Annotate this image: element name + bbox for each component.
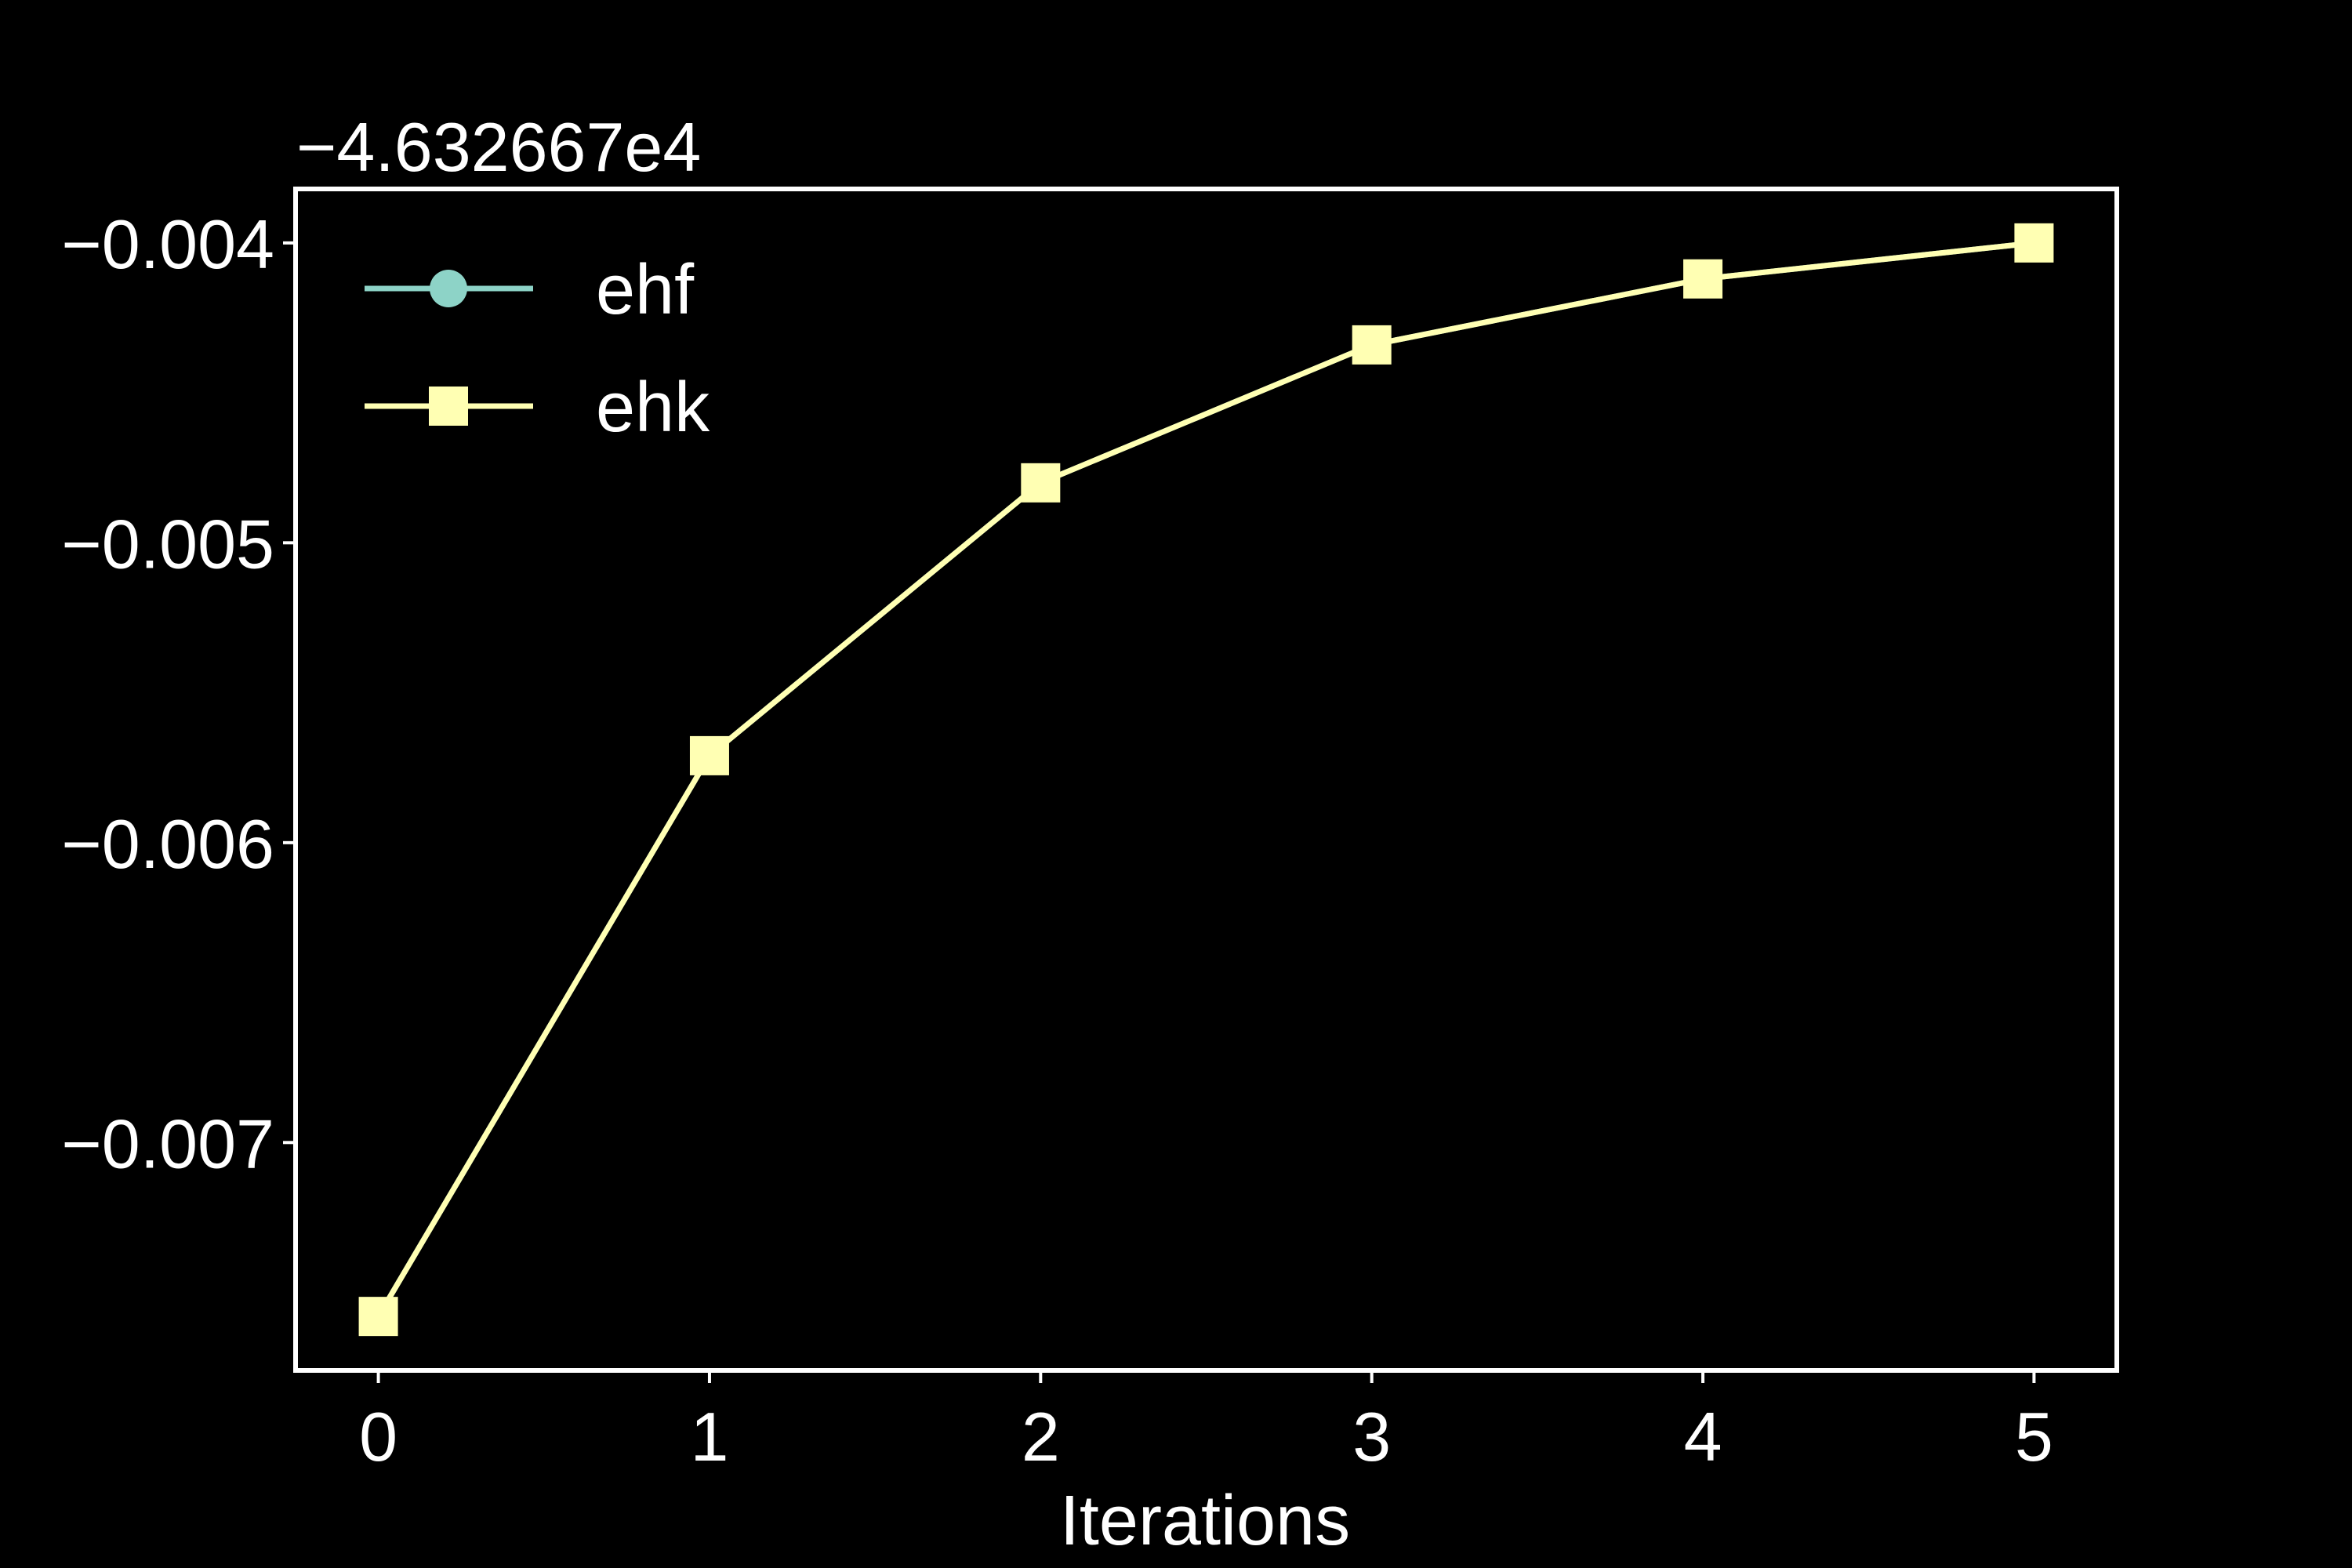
legend-marker-ehk bbox=[429, 387, 468, 426]
legend-label-ehk: ehk bbox=[596, 368, 710, 447]
x-tick-label: 0 bbox=[359, 1398, 397, 1475]
y-axis-ticks: −0.004 −0.005 −0.006 −0.007 bbox=[61, 205, 296, 1182]
x-tick-label: 1 bbox=[690, 1398, 728, 1475]
y-tick-label: −0.006 bbox=[61, 805, 274, 883]
series-layer bbox=[358, 223, 2054, 1337]
data-point-ehk bbox=[358, 1297, 398, 1337]
series-line-ehk bbox=[376, 240, 2034, 1318]
y-tick-label: −0.004 bbox=[61, 205, 274, 283]
y-tick-label: −0.007 bbox=[61, 1105, 274, 1182]
legend-label-ehf: ehf bbox=[596, 251, 695, 329]
x-tick-label: 3 bbox=[1352, 1398, 1391, 1475]
data-point-ehk bbox=[2014, 223, 2054, 263]
x-axis-label: Iterations bbox=[1060, 1482, 1350, 1560]
data-point-ehk bbox=[1021, 463, 1061, 503]
x-tick-label: 4 bbox=[1684, 1398, 1722, 1475]
legend: ehf ehk bbox=[365, 251, 710, 447]
x-axis-ticks: 0 1 2 3 4 5 bbox=[359, 1370, 2053, 1475]
y-tick-label: −0.005 bbox=[61, 505, 274, 583]
x-tick-label: 5 bbox=[2015, 1398, 2053, 1475]
x-tick-label: 2 bbox=[1022, 1398, 1060, 1475]
plot-area-frame bbox=[293, 187, 2119, 1373]
legend-marker-ehf bbox=[430, 270, 467, 307]
y-axis-offset-label: −4.632667e4 bbox=[296, 108, 701, 186]
data-point-ehk bbox=[1352, 325, 1392, 365]
data-point-ehk bbox=[689, 735, 729, 775]
data-point-ehk bbox=[1683, 259, 1723, 299]
